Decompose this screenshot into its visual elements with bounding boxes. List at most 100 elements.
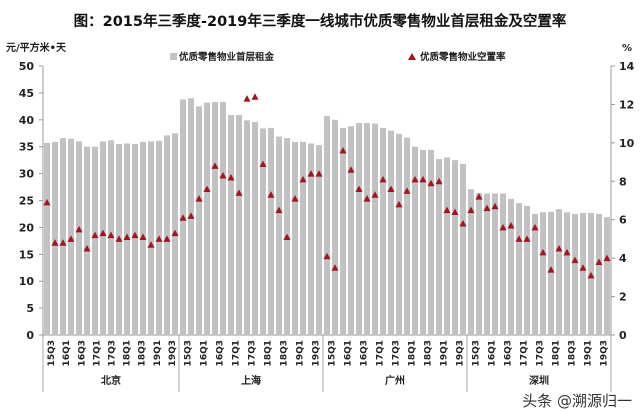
- quarter-tick-label: 19Q1: [153, 340, 163, 366]
- vacancy-marker: [555, 245, 563, 252]
- city-label: 广州: [385, 374, 405, 387]
- quarter-tick-label: 17Q1: [376, 340, 386, 366]
- vacancy-marker: [547, 266, 555, 273]
- rent-bar: [52, 141, 58, 335]
- rent-bar: [268, 127, 274, 336]
- rent-bar: [444, 157, 450, 335]
- city-label: 深圳: [529, 374, 549, 387]
- quarter-tick-label: 17Q1: [232, 340, 242, 366]
- rent-bar: [412, 146, 418, 335]
- city-label: 上海: [241, 374, 261, 387]
- quarter-tick-label: 17Q3: [108, 340, 118, 366]
- quarter-tick-label: 16Q3: [504, 340, 514, 366]
- rent-bar: [396, 133, 402, 335]
- rent-bar: [332, 119, 338, 335]
- legend-bar-swatch: [170, 53, 177, 60]
- left-tick-label: 50: [19, 60, 35, 73]
- right-tick-label: 8: [619, 175, 627, 188]
- rent-bar: [452, 160, 458, 335]
- vacancy-marker: [227, 173, 235, 181]
- vacancy-marker: [115, 235, 123, 242]
- quarter-tick-label: 18Q1: [123, 340, 133, 366]
- quarter-tick-label: 16Q1: [488, 340, 498, 366]
- vacancy-marker: [459, 220, 467, 227]
- vacancy-marker: [475, 193, 483, 200]
- vacancy-marker: [315, 170, 323, 177]
- rent-bar: [476, 192, 482, 335]
- vacancy-marker: [339, 147, 347, 154]
- vacancy-marker: [275, 206, 283, 214]
- vacancy-marker: [243, 95, 251, 102]
- rent-bar: [308, 143, 314, 335]
- vacancy-marker: [483, 204, 491, 212]
- rent-bar: [300, 141, 306, 335]
- vacancy-marker: [91, 231, 99, 239]
- rent-bar: [388, 130, 394, 335]
- rent-bar: [220, 102, 226, 336]
- rent-bar: [276, 136, 282, 335]
- vacancy-marker: [67, 235, 75, 242]
- quarter-tick-label: 16Q1: [62, 340, 72, 366]
- vacancy-marker: [251, 93, 259, 100]
- quarter-tick-label: 18Q1: [408, 340, 418, 366]
- vacancy-marker: [411, 175, 419, 183]
- rent-bar: [60, 138, 66, 335]
- rent-bar: [524, 205, 530, 335]
- quarter-tick-label: 18Q1: [552, 340, 562, 366]
- vacancy-marker: [587, 271, 595, 279]
- rent-bar: [484, 193, 490, 335]
- vacancy-marker: [83, 245, 91, 252]
- rent-bar: [132, 144, 138, 335]
- vacancy-marker: [179, 214, 187, 221]
- vacancy-marker: [419, 175, 427, 183]
- vacancy-marker: [371, 191, 379, 198]
- rent-bar: [428, 149, 434, 335]
- right-tick-label: 4: [619, 252, 627, 265]
- rent-bar: [372, 123, 378, 335]
- rent-bar: [252, 121, 258, 336]
- vacancy-marker: [427, 179, 435, 187]
- vacancy-marker: [195, 195, 203, 202]
- quarter-tick-label: 19Q3: [456, 340, 466, 366]
- right-tick-label: 12: [619, 98, 634, 111]
- quarter-tick-label: 19Q3: [600, 340, 610, 366]
- left-tick-label: 20: [19, 221, 35, 234]
- quarter-tick-label: 15Q3: [328, 340, 338, 366]
- quarter-tick-label: 18Q3: [280, 340, 290, 366]
- vacancy-marker: [603, 254, 611, 262]
- rent-bar: [580, 212, 586, 335]
- right-axis-unit: %: [622, 43, 632, 54]
- rent-bar: [364, 123, 370, 335]
- rent-bar: [596, 213, 602, 335]
- left-tick-label: 10: [19, 275, 35, 288]
- vacancy-marker: [435, 177, 443, 185]
- right-tick-label: 10: [619, 137, 635, 150]
- vacancy-marker: [539, 248, 547, 256]
- quarter-tick-label: 19Q1: [296, 340, 306, 366]
- chart-title: 图：2015年三季度-2019年三季度一线城市优质零售物业首层租金及空置率: [73, 14, 567, 30]
- rent-bar: [236, 114, 242, 335]
- rent-bar: [292, 141, 298, 335]
- vacancy-marker: [203, 185, 211, 192]
- quarter-tick-label: 18Q3: [568, 340, 578, 366]
- vacancy-marker: [131, 231, 139, 239]
- rent-bar: [532, 213, 538, 335]
- rent-bar: [564, 212, 570, 335]
- vacancy-marker: [443, 206, 451, 214]
- rent-bar: [316, 145, 322, 335]
- left-tick-label: 5: [26, 302, 34, 315]
- rent-bar: [84, 146, 90, 335]
- vacancy-marker: [43, 198, 51, 206]
- rent-bar: [460, 163, 466, 335]
- left-tick-label: 40: [19, 114, 35, 127]
- vacancy-marker: [139, 233, 147, 241]
- rent-bar: [148, 141, 154, 335]
- vacancy-marker: [323, 252, 331, 260]
- quarter-tick-label: 15Q3: [184, 340, 194, 366]
- rent-bar: [92, 146, 98, 335]
- vacancy-marker: [59, 239, 67, 246]
- quarter-tick-label: 16Q3: [216, 340, 226, 366]
- rent-bar: [164, 135, 170, 335]
- left-tick-label: 0: [26, 329, 34, 342]
